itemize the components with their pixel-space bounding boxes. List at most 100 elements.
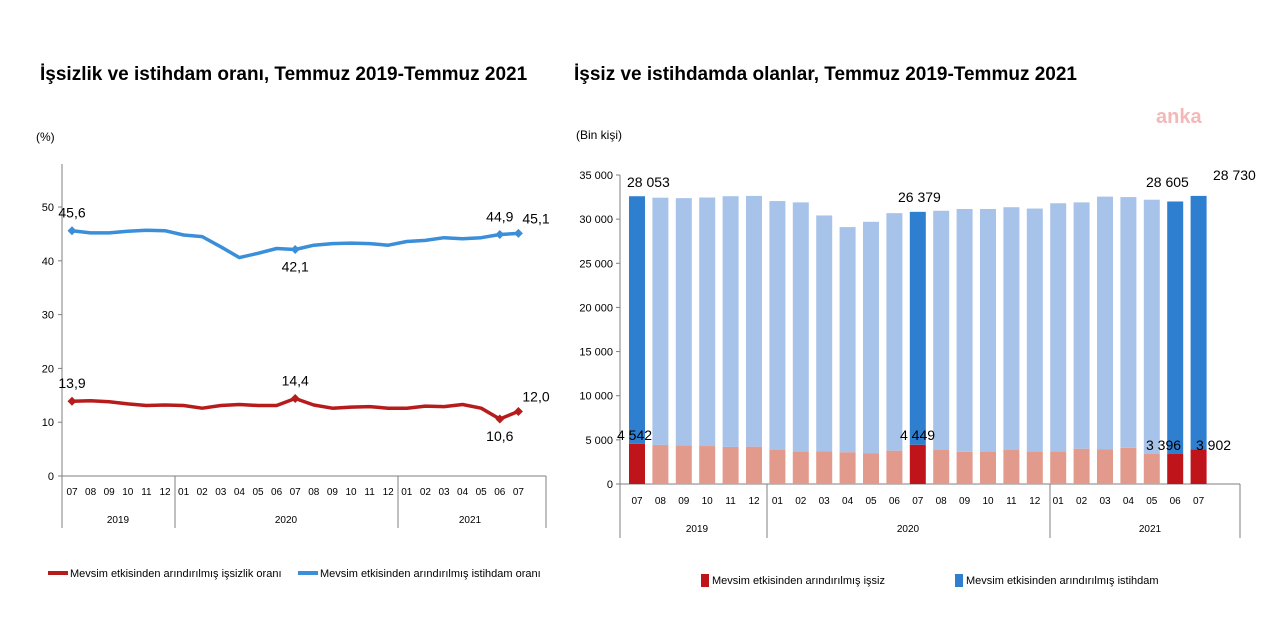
bar-employed xyxy=(1097,196,1113,450)
legend-label-unemployed: Mevsim etkisinden arındırılmış işsiz xyxy=(712,575,885,587)
bar-employed xyxy=(1167,201,1184,455)
legend-label-employment-rate: Mevsim etkisinden arındırılmış istihdam … xyxy=(320,568,541,580)
left-y-tick-label: 50 xyxy=(42,202,54,214)
left-data-label: 45,1 xyxy=(522,210,549,226)
bar-unemployed xyxy=(1097,449,1113,484)
legend-label-employed: Mevsim etkisinden arındırılmış istihdam xyxy=(966,575,1159,587)
bar-unemployed xyxy=(1073,448,1090,484)
bar-employed xyxy=(1073,202,1090,449)
left-x-tick-label: 02 xyxy=(197,487,209,498)
left-x-tick-label: 12 xyxy=(159,487,171,498)
right-bars: 4 542 28 053 4 449 26 379 3 396 28 605 3 902 28… xyxy=(617,167,1256,484)
left-x-tick-label: 10 xyxy=(122,487,134,498)
bar-employed xyxy=(886,213,903,451)
left-series: 13,9 14,4 10,6 12,0 45,6 42,1 44,9 45,1 xyxy=(58,205,549,444)
left-series-marker xyxy=(290,394,300,404)
right-data-label-unemployed: 3 396 xyxy=(1146,437,1181,453)
left-x-tick-label: 03 xyxy=(438,487,450,498)
left-data-label: 42,1 xyxy=(282,259,309,275)
bar-unemployed xyxy=(886,450,903,484)
right-x-tick-label: 11 xyxy=(725,496,736,507)
watermark-logo: anka xyxy=(1156,106,1202,128)
bar-employed xyxy=(839,227,856,453)
bar-employed xyxy=(792,202,809,452)
left-series-marker xyxy=(290,245,300,255)
right-x-tick-label: 11 xyxy=(1006,496,1017,507)
right-x-tick-label: 06 xyxy=(1170,496,1182,507)
right-data-label-employed: 28 605 xyxy=(1146,174,1189,190)
bar-employed xyxy=(980,208,996,452)
right-x-tick-label: 05 xyxy=(865,496,877,507)
right-x-tick-label: 01 xyxy=(772,496,784,507)
left-x-tick-label: 03 xyxy=(215,487,227,498)
left-x-tick-label: 10 xyxy=(345,487,357,498)
bar-employed xyxy=(909,211,926,445)
left-data-label: 45,6 xyxy=(58,205,85,221)
left-series-marker xyxy=(513,406,523,416)
bar-unemployed xyxy=(909,444,926,484)
right-x-tick-label: 07 xyxy=(912,496,924,507)
bar-employed xyxy=(769,201,786,451)
legend-swatch-employed xyxy=(955,574,963,587)
bar-unemployed xyxy=(1143,453,1160,484)
bar-unemployed xyxy=(652,444,669,484)
left-year-label: 2019 xyxy=(107,515,130,526)
bar-employed xyxy=(652,197,669,445)
right-y-tick-label: 25 000 xyxy=(579,258,613,270)
left-x-tick-label: 04 xyxy=(457,487,469,498)
right-year-label: 2021 xyxy=(1139,524,1162,535)
left-year-label: 2021 xyxy=(459,515,482,526)
right-chart: İşsiz ve istihdamda olanlar, Temmuz 2019… xyxy=(574,64,1256,587)
right-x-tick-label: 10 xyxy=(982,496,994,507)
left-data-label: 14,4 xyxy=(282,373,309,389)
left-y-tick-label: 0 xyxy=(48,471,54,483)
right-x-tick-label: 04 xyxy=(842,496,854,507)
right-x-tick-label: 08 xyxy=(936,496,948,507)
bar-employed xyxy=(956,208,973,452)
right-year-label: 2019 xyxy=(686,524,709,535)
bar-unemployed xyxy=(722,446,739,484)
right-x-tick-label: 07 xyxy=(631,496,643,507)
left-data-label: 13,9 xyxy=(58,375,85,391)
right-legend: Mevsim etkisinden arındırılmış işsiz Mev… xyxy=(701,574,1159,587)
right-x-tick-label: 02 xyxy=(1076,496,1088,507)
right-y-tick-label: 20 000 xyxy=(579,302,613,314)
bar-employed xyxy=(699,197,716,447)
right-data-label-unemployed: 4 449 xyxy=(900,427,935,443)
right-x-tick-label: 03 xyxy=(819,496,831,507)
bar-employed xyxy=(675,198,692,446)
left-chart: İşsizlik ve istihdam oranı, Temmuz 2019-… xyxy=(36,64,550,580)
right-chart-title: İşsiz ve istihdamda olanlar, Temmuz 2019… xyxy=(574,64,1077,85)
right-x-tick-label: 12 xyxy=(1029,496,1041,507)
left-x-tick-label: 07 xyxy=(513,487,525,498)
right-y-tick-label: 0 xyxy=(607,479,613,491)
right-x-tick-label: 01 xyxy=(1053,496,1065,507)
left-x-tick-label: 08 xyxy=(308,487,320,498)
bar-employed xyxy=(863,221,879,454)
bar-unemployed xyxy=(1167,454,1184,484)
right-y-tick-label: 35 000 xyxy=(579,170,613,182)
left-y-unit: (%) xyxy=(36,130,55,144)
bar-unemployed xyxy=(956,451,973,484)
bar-unemployed xyxy=(933,450,950,484)
left-y-tick-label: 10 xyxy=(42,417,54,429)
left-series-marker xyxy=(67,226,77,236)
bar-unemployed xyxy=(839,452,856,484)
left-x-tick-label: 01 xyxy=(178,487,190,498)
right-data-label-unemployed: 3 902 xyxy=(1196,437,1231,453)
left-series-marker xyxy=(67,396,77,406)
right-y-unit: (Bin kişi) xyxy=(576,128,622,142)
bar-employed xyxy=(722,196,739,447)
right-y-tick-label: 5 000 xyxy=(585,435,613,447)
right-year-label: 2020 xyxy=(897,524,920,535)
left-x-tick-label: 01 xyxy=(401,487,413,498)
right-x-tick-label: 09 xyxy=(959,496,971,507)
left-series-marker xyxy=(513,228,523,238)
left-y-tick-label: 30 xyxy=(42,310,54,322)
right-x-tick-label: 04 xyxy=(1123,496,1135,507)
legend-label-unemployment-rate: Mevsim etkisinden arındırılmış işsizlik … xyxy=(70,568,282,580)
right-data-label-employed: 28 053 xyxy=(627,174,670,190)
bar-employed xyxy=(629,196,645,444)
right-axes: 0 5 000 10 000 15 000 20 000 25 000 30 000 35 0… xyxy=(579,170,1241,538)
